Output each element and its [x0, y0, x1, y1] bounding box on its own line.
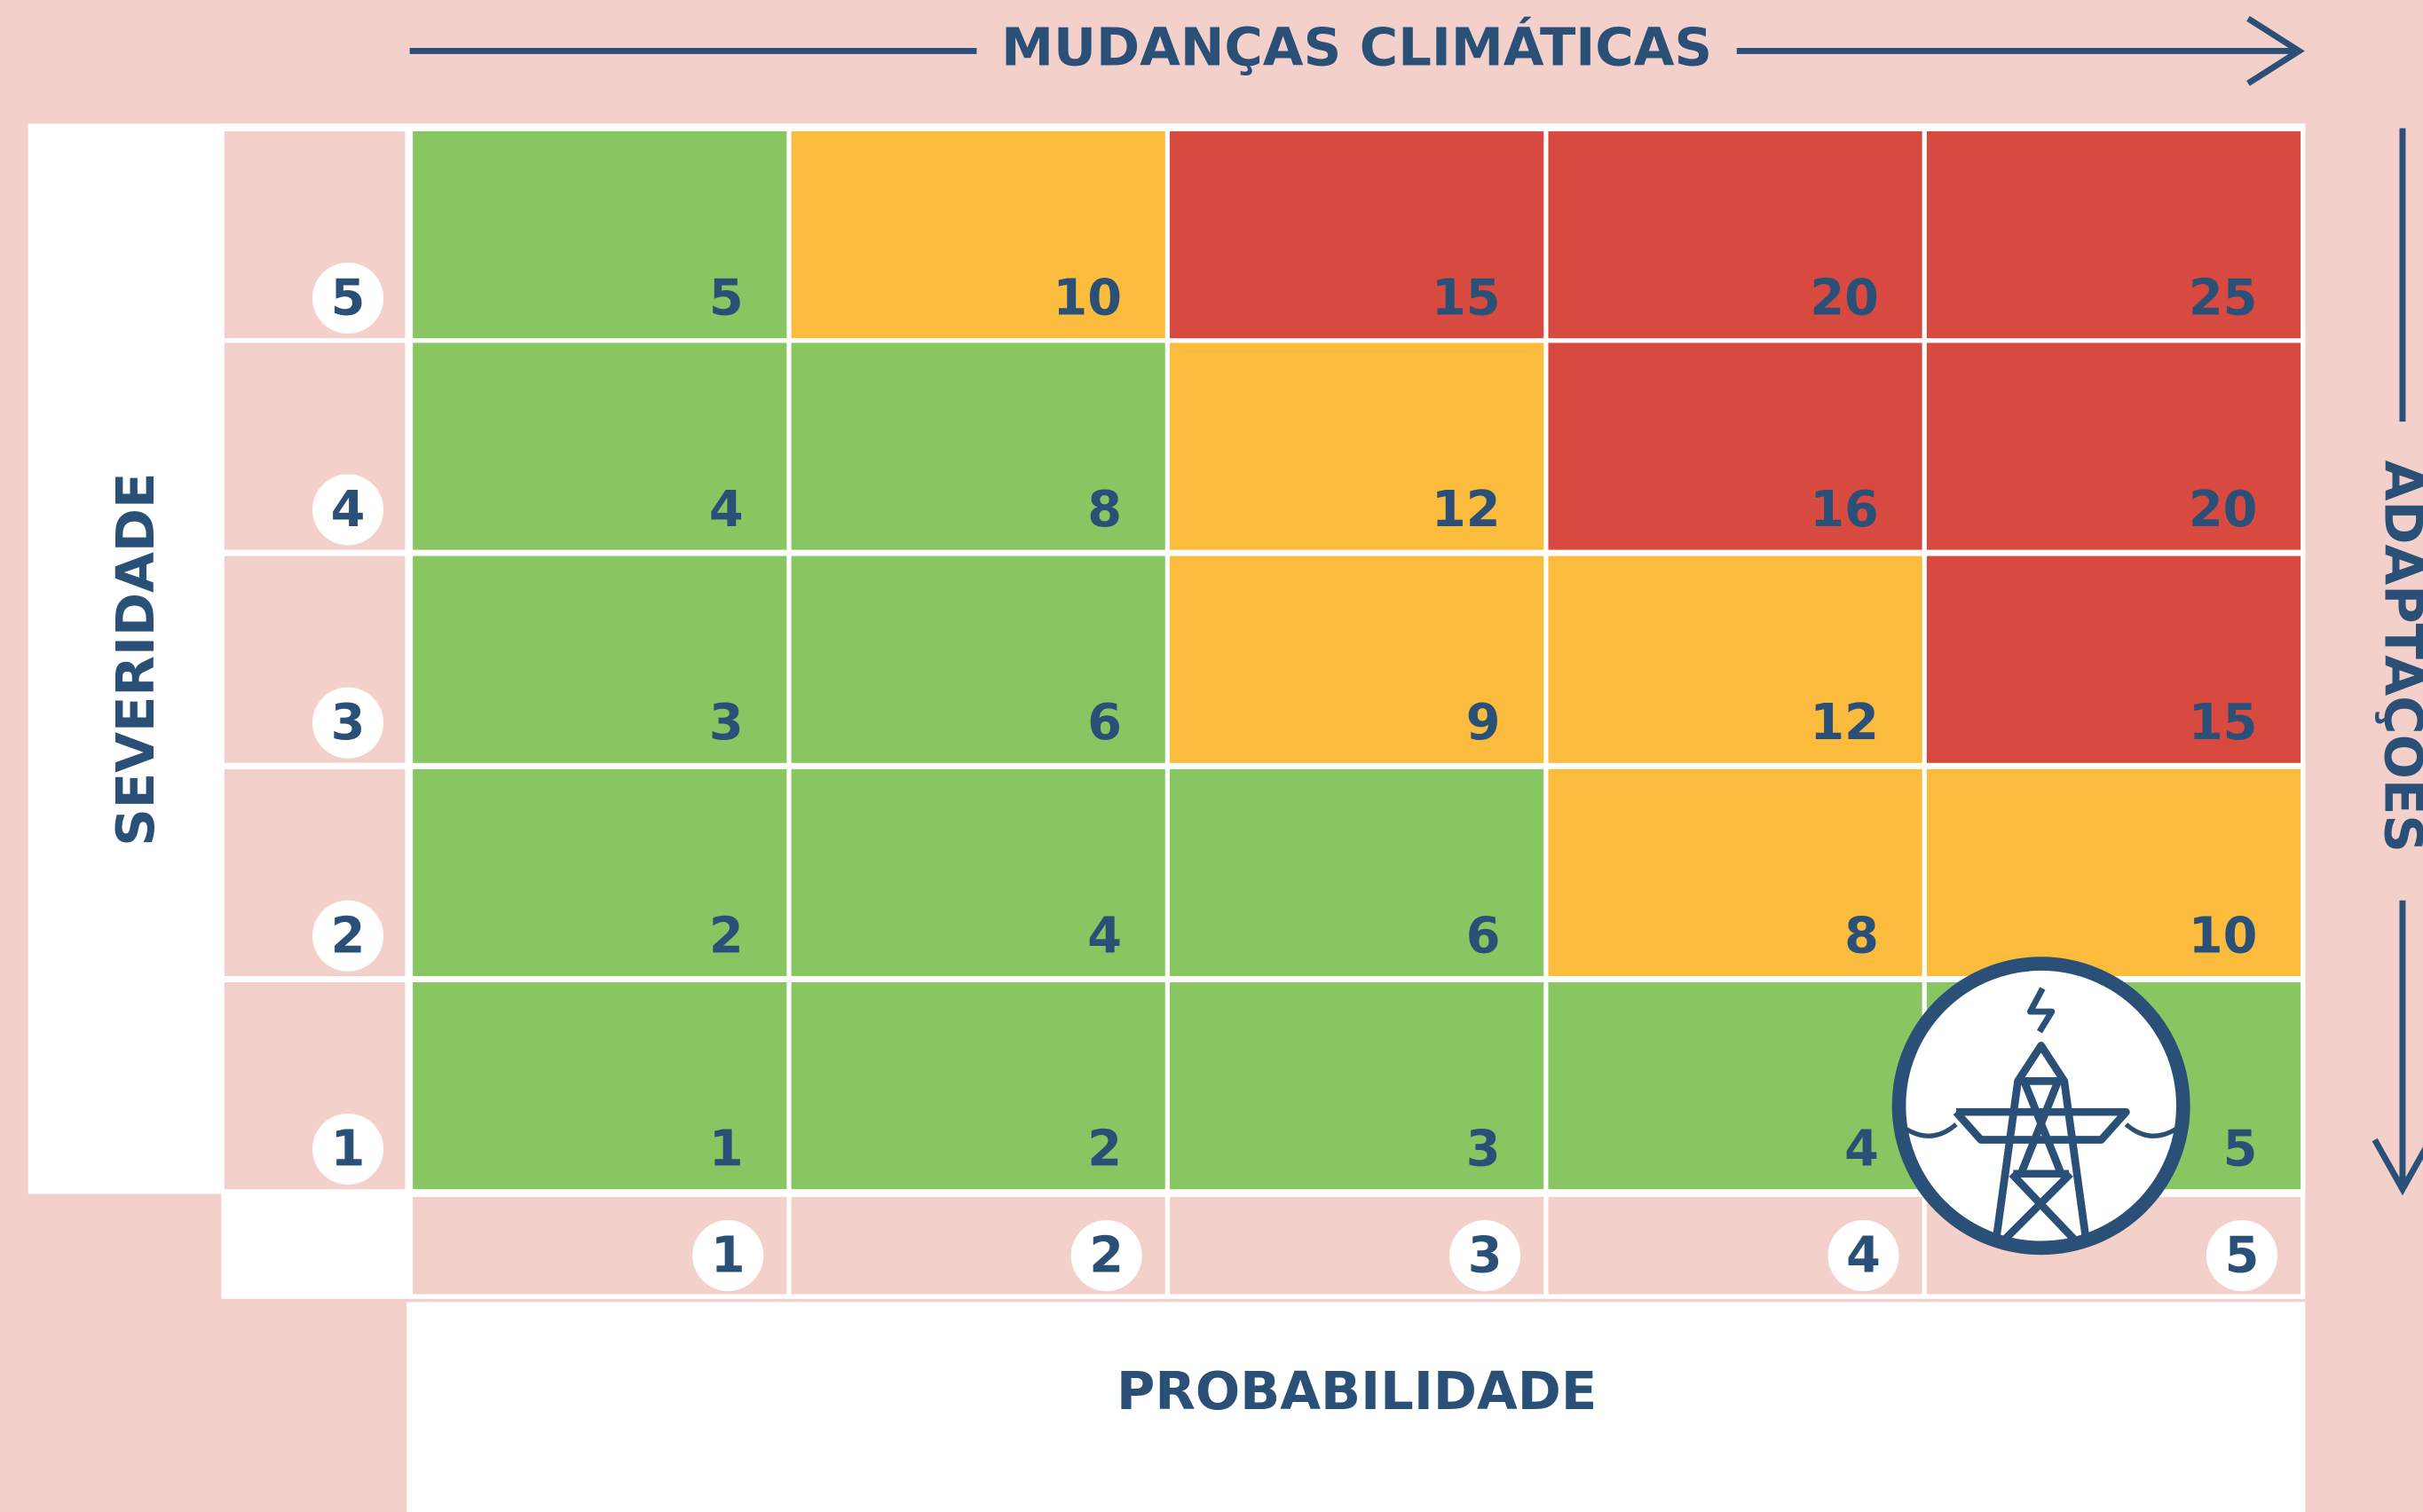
bottom-label: PROBABILIDADE — [1117, 1360, 1597, 1421]
row-label: 3 — [331, 694, 366, 752]
row-label: 1 — [331, 1121, 366, 1178]
risk-value: 15 — [1432, 270, 1501, 327]
cells: 5 5 10 15 20 254 4 8 12 16 203 3 6 9 12 152 2 4 6 8 101 1 2 3 4 5… — [224, 130, 2301, 1295]
risk-cell — [791, 343, 1165, 550]
risk-value: 2 — [1087, 1121, 1122, 1178]
column-label: 4 — [1846, 1227, 1881, 1285]
left-label: SEVERIDADE — [105, 473, 166, 847]
row-label-badge — [312, 262, 384, 334]
risk-value: 6 — [1466, 907, 1501, 965]
column-label-badge — [692, 1220, 764, 1292]
column-label: 3 — [1468, 1227, 1503, 1285]
column-label: 1 — [711, 1227, 746, 1285]
risk-value: 20 — [1810, 270, 1879, 327]
risk-value: 2 — [709, 907, 744, 965]
tower-icon — [1891, 957, 2190, 1256]
risk-value: 4 — [1087, 907, 1122, 965]
risk-value: 9 — [1466, 694, 1501, 752]
risk-value: 3 — [709, 694, 744, 752]
risk-value: 5 — [2223, 1121, 2258, 1178]
right-label: ADAPTAÇÕES — [2372, 461, 2423, 853]
risk-cell — [1170, 555, 1544, 763]
risk-cell — [1548, 555, 1922, 763]
risk-cell — [1170, 768, 1544, 977]
row-label-badge — [312, 1113, 384, 1185]
risk-cell — [791, 768, 1165, 977]
risk-cell — [413, 343, 787, 550]
top-label: MUDANÇAS CLIMÁTICAS — [1001, 17, 1712, 78]
risk-value: 15 — [2189, 694, 2258, 752]
column-label: 5 — [2225, 1227, 2260, 1285]
column-label-badge — [1827, 1220, 1899, 1292]
risk-cell — [1170, 343, 1544, 550]
risk-value: 10 — [1054, 270, 1123, 327]
risk-cell — [1926, 343, 2301, 550]
risk-value: 20 — [2189, 481, 2258, 539]
row-label-badge — [312, 900, 384, 972]
risk-cell — [413, 768, 787, 977]
risk-value: 4 — [1844, 1121, 1879, 1178]
risk-value: 6 — [1087, 694, 1122, 752]
row-label-badge — [312, 474, 384, 546]
risk-value: 8 — [1087, 481, 1122, 539]
risk-cell — [791, 981, 1165, 1190]
risk-value: 10 — [2189, 907, 2258, 965]
risk-cell — [1170, 981, 1544, 1190]
risk-cell — [413, 130, 787, 339]
risk-cell — [1926, 555, 2301, 763]
risk-cell — [1926, 768, 2301, 977]
risk-value: 25 — [2189, 270, 2258, 327]
risk-cell — [1548, 130, 1922, 339]
row-label-badge — [312, 687, 384, 759]
risk-value: 12 — [1432, 481, 1501, 539]
risk-cell — [1548, 768, 1922, 977]
arrows — [409, 15, 2423, 1196]
risk-value: 16 — [1810, 481, 1879, 539]
risk-cell — [1926, 130, 2301, 339]
risk-value: 12 — [1810, 694, 1879, 752]
risk-cell — [1170, 130, 1544, 339]
risk-cell — [1548, 343, 1922, 550]
risk-cell — [791, 555, 1165, 763]
risk-value: 4 — [709, 481, 744, 539]
risk-value: 8 — [1844, 907, 1879, 965]
bottom-panel — [406, 1302, 2306, 1512]
risk-value: 3 — [1466, 1121, 1501, 1178]
column-label: 2 — [1089, 1227, 1124, 1285]
risk-value: 1 — [709, 1121, 744, 1178]
risk-cell — [413, 981, 787, 1190]
column-label-badge — [2206, 1220, 2277, 1292]
column-label-badge — [1070, 1220, 1142, 1292]
risk-cell — [1548, 981, 1922, 1190]
row-label: 4 — [331, 481, 366, 539]
row-label: 5 — [331, 270, 366, 327]
column-label-badge — [1449, 1220, 1521, 1292]
risk-cell — [791, 130, 1165, 339]
risk-value: 5 — [709, 270, 744, 327]
row-label: 2 — [331, 907, 366, 965]
risk-cell — [413, 555, 787, 763]
